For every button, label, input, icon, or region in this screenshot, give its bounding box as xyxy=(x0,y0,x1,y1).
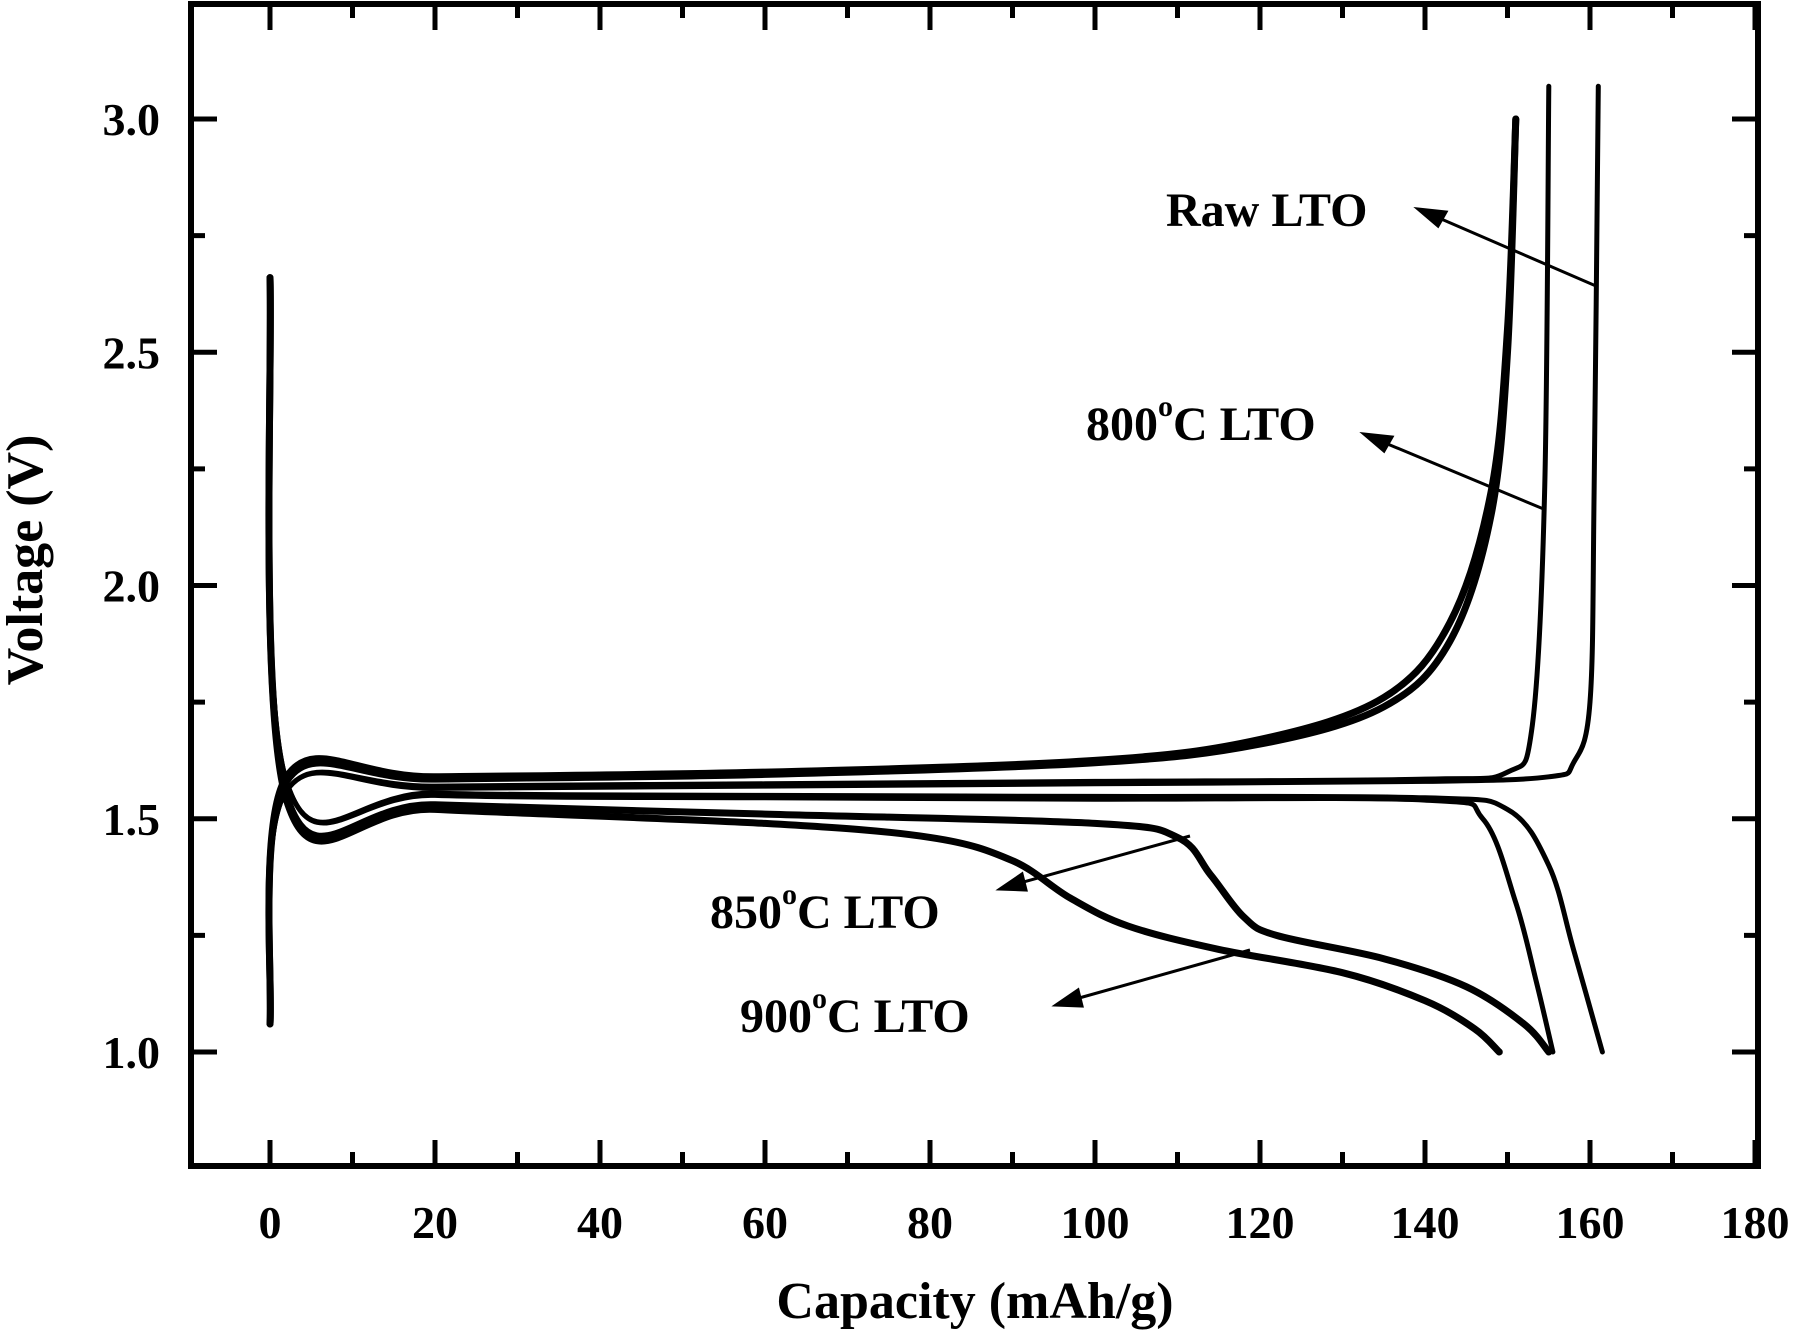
y-axis-title: Voltage (V) xyxy=(0,435,54,686)
x-tick-label: 80 xyxy=(907,1197,953,1248)
arrow-800-lto xyxy=(1377,438,1547,512)
y-tick-label: 1.0 xyxy=(103,1027,161,1078)
curve-raw-lto-charge xyxy=(266,83,1601,1027)
annotation-arrows xyxy=(995,206,1597,1008)
plot-frame xyxy=(188,1,1761,1169)
x-tick-labels: 0 20 40 60 80 100 120 140 160 180 xyxy=(259,1197,1790,1248)
arrowhead-850-icon xyxy=(995,871,1028,892)
x-tick-label: 160 xyxy=(1556,1197,1625,1248)
y-tick-label: 2.5 xyxy=(103,327,161,378)
arrow-900-lto xyxy=(1071,948,1251,1002)
label-raw-lto: Raw LTO xyxy=(1166,184,1367,237)
x-tick-label: 0 xyxy=(259,1197,282,1248)
curve-800-c-lto-charge xyxy=(266,83,1552,1027)
y-tick-label: 1.5 xyxy=(103,794,161,845)
arrowhead-raw-icon xyxy=(1413,206,1449,229)
curves xyxy=(265,83,1605,1056)
label-800-lto: 800oC LTO xyxy=(1086,390,1316,451)
x-tick-label: 180 xyxy=(1721,1197,1790,1248)
curve-900-c-lto-charge xyxy=(265,115,1520,1028)
label-850-lto: 850oC LTO xyxy=(710,878,940,939)
x-tick-label: 100 xyxy=(1061,1197,1130,1248)
label-900-lto: 900oC LTO xyxy=(740,982,970,1043)
x-axis-title: Capacity (mAh/g) xyxy=(776,1273,1173,1330)
y-tick-label: 3.0 xyxy=(103,94,161,145)
x-tick-label: 60 xyxy=(742,1197,788,1248)
axis-ticks xyxy=(191,4,1758,1166)
arrow-raw-lto xyxy=(1431,213,1597,288)
y-tick-labels: 1.0 1.5 2.0 2.5 3.0 xyxy=(103,94,161,1078)
curve-900-c-lto-discharge xyxy=(265,274,1503,1056)
x-tick-label: 140 xyxy=(1391,1197,1460,1248)
x-tick-label: 120 xyxy=(1226,1197,1295,1248)
x-tick-label: 40 xyxy=(577,1197,623,1248)
arrowhead-900-icon xyxy=(1051,987,1084,1008)
arrow-850-lto xyxy=(1015,834,1191,886)
arrowhead-800-icon xyxy=(1359,431,1395,454)
x-tick-label: 20 xyxy=(412,1197,458,1248)
y-tick-label: 2.0 xyxy=(103,561,161,612)
